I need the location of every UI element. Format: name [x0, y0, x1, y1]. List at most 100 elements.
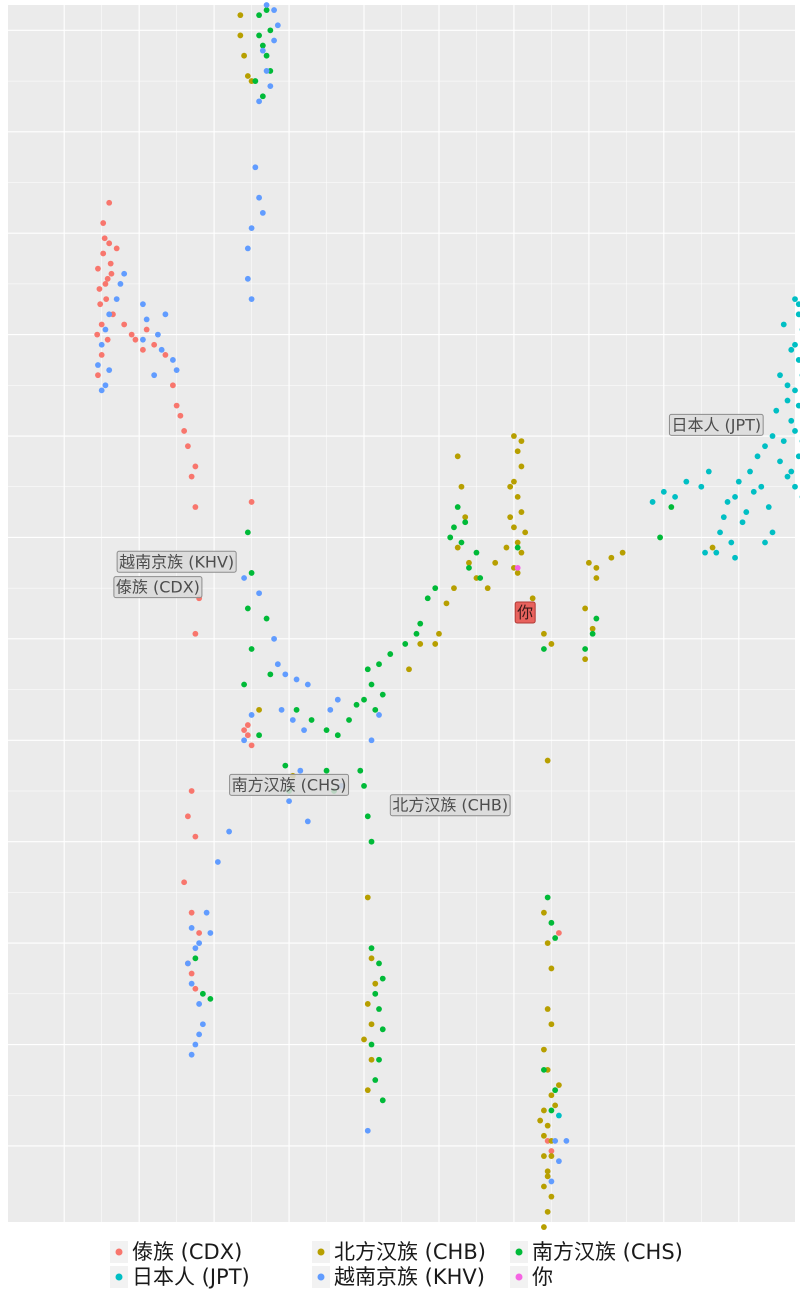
data-point — [762, 443, 768, 450]
data-point — [473, 549, 480, 556]
data-point — [106, 240, 113, 247]
data-point — [113, 245, 120, 252]
annotation-text: 南方汉族 (CHS) — [232, 775, 347, 794]
data-point — [241, 681, 248, 688]
data-point — [263, 615, 270, 622]
data-point — [732, 493, 738, 500]
data-point — [466, 559, 472, 566]
data-point — [361, 696, 367, 703]
data-point — [514, 539, 521, 546]
data-point — [95, 265, 101, 272]
data-point — [544, 940, 551, 947]
data-point — [732, 554, 738, 561]
data-point — [169, 382, 176, 389]
data-point — [758, 483, 765, 490]
data-point — [263, 68, 270, 74]
data-point — [454, 504, 461, 510]
data-point — [780, 321, 787, 328]
data-point — [102, 280, 109, 287]
legend-label: 越南京族 (KHV) — [334, 1265, 485, 1289]
data-point — [346, 717, 352, 723]
data-point — [289, 717, 296, 723]
data-point — [541, 1224, 547, 1230]
data-point — [514, 493, 521, 500]
data-point — [192, 1041, 199, 1048]
data-point — [368, 681, 375, 688]
data-point — [361, 783, 367, 789]
data-point — [304, 818, 311, 825]
data-point — [372, 1077, 379, 1083]
data-point — [368, 945, 375, 952]
data-point — [792, 296, 798, 303]
data-point — [188, 970, 195, 977]
legend-label: 北方汉族 (CHB) — [334, 1240, 486, 1264]
data-point — [548, 1092, 555, 1099]
data-point — [162, 351, 169, 358]
data-point — [511, 524, 517, 531]
data-point — [619, 549, 626, 556]
data-point — [327, 706, 334, 713]
data-point — [548, 919, 555, 926]
data-point — [241, 727, 248, 734]
data-point — [98, 387, 105, 394]
data-point — [544, 1122, 551, 1129]
data-point — [286, 798, 292, 805]
data-point — [248, 742, 255, 749]
data-point — [544, 894, 551, 901]
data-point — [188, 924, 195, 931]
data-point — [297, 767, 304, 774]
data-point — [702, 549, 708, 556]
annotation-text: 傣族 (CDX) — [116, 578, 200, 597]
data-point — [101, 235, 108, 242]
data-point — [368, 838, 375, 845]
annotation-text: 日本人 (JPT) — [671, 415, 761, 434]
data-point — [447, 534, 454, 541]
data-point — [548, 1193, 555, 1200]
legend-item: 你 — [510, 1265, 553, 1289]
data-point — [698, 483, 705, 490]
data-point — [192, 630, 199, 637]
data-point — [196, 1001, 203, 1007]
data-point — [274, 22, 281, 29]
data-point — [608, 554, 615, 561]
data-point — [237, 12, 244, 19]
data-point — [241, 575, 248, 581]
data-point — [181, 428, 188, 434]
data-point — [541, 909, 547, 916]
data-point — [747, 468, 753, 475]
data-point — [244, 605, 251, 612]
data-point — [451, 524, 457, 531]
data-point — [376, 661, 382, 668]
data-point — [537, 1117, 544, 1124]
data-point — [406, 666, 412, 673]
data-point — [552, 1137, 559, 1144]
data-point — [353, 701, 360, 708]
data-point — [181, 879, 188, 886]
data-point — [518, 463, 525, 470]
data-point — [556, 1158, 562, 1165]
data-point — [379, 1026, 386, 1033]
data-point — [95, 372, 101, 379]
data-point — [720, 514, 727, 521]
data-point — [511, 433, 517, 439]
data-point — [244, 529, 251, 536]
data-point — [252, 164, 259, 171]
data-point — [113, 296, 120, 303]
data-point — [507, 483, 514, 490]
data-point — [484, 585, 491, 592]
data-point — [184, 443, 191, 450]
data-point — [795, 311, 800, 318]
data-point — [364, 813, 371, 820]
legend-swatch — [515, 1248, 523, 1256]
data-point — [323, 767, 330, 774]
data-point — [541, 646, 547, 652]
data-point — [743, 509, 750, 515]
data-point — [417, 620, 424, 627]
data-point — [709, 544, 716, 551]
data-point — [104, 336, 111, 343]
data-point — [657, 534, 663, 541]
legend-label: 你 — [532, 1265, 553, 1289]
data-point — [451, 585, 457, 592]
data-point — [649, 499, 656, 505]
